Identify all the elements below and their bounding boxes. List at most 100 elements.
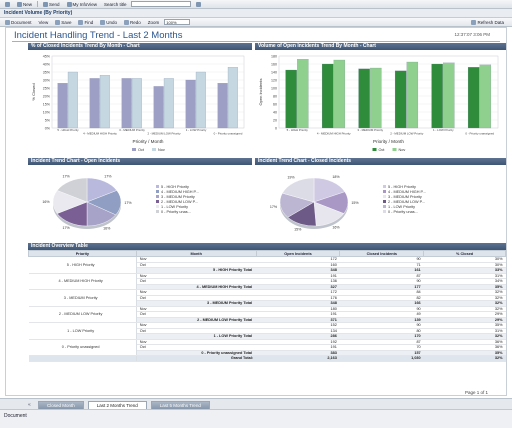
redo-button[interactable]: Redo xyxy=(122,19,143,25)
y-tick-label: 35% xyxy=(43,70,51,74)
priority-cell: 1 - LOW Priority xyxy=(28,322,137,340)
slice-label: 17% xyxy=(63,174,71,178)
send-label: Send xyxy=(49,1,60,7)
legend-swatch xyxy=(372,148,377,151)
month-cell: Oct xyxy=(136,295,257,301)
page-indicator: Page 1 of 1 xyxy=(464,390,488,395)
legend-label: 0 - Priority unas... xyxy=(388,210,418,214)
y-tick-label: 40% xyxy=(43,62,51,66)
pct-closed-cell: 29% xyxy=(423,311,506,318)
closed-cell: 177 xyxy=(339,284,424,290)
legend-label: 3 - MEDIUM Priority xyxy=(388,195,422,199)
legend-label: Oct xyxy=(138,148,145,152)
find-icon xyxy=(78,19,84,25)
legend-swatch xyxy=(383,200,386,203)
refresh-data-button[interactable]: Refresh Data xyxy=(469,19,506,25)
zoom-select[interactable]: 100% xyxy=(164,19,191,25)
table-row: 3 - MEDIUM Priority Nov 172 84 32% xyxy=(28,289,506,307)
tab-closed-month[interactable]: Closed Month xyxy=(38,401,84,409)
subtotal-label: 2 - MEDIUM LOW Priority Total xyxy=(136,317,257,323)
slice-label: 17% xyxy=(63,226,71,230)
first-tab-arrow[interactable]: « xyxy=(28,402,31,408)
y-tick-label: 60 xyxy=(273,102,277,106)
legend-label: 1 - LOW Priority xyxy=(388,205,415,209)
x-tick-label: 0 - Priority unassigned xyxy=(214,132,243,136)
tab-last-2-months-trend[interactable]: Last 2 Months Trend xyxy=(87,401,147,409)
legend-swatch xyxy=(132,148,136,151)
col-header-month: Month xyxy=(135,250,257,257)
open-cell: 160 xyxy=(256,262,340,268)
month-cell: Nov xyxy=(136,273,257,279)
search-input[interactable] xyxy=(131,1,192,7)
priority-cell: 2 - MEDIUM LOW Priority xyxy=(28,306,137,323)
y-tick-label: 140 xyxy=(271,70,277,74)
incident-overview-table: Priority Month Open Incidents Closed Inc… xyxy=(28,250,506,362)
closed-pie-title: Incident Trend Chart - Closed Incidents xyxy=(255,158,506,165)
slice-label: 16% xyxy=(42,200,50,204)
subtotal-label: 4 - MEDIUM HIGH Priority Total xyxy=(136,284,257,290)
find-button[interactable]: Find xyxy=(76,19,95,25)
y-axis-label: % Closed xyxy=(31,83,36,100)
pct-closed-cell: 32% xyxy=(423,355,506,362)
closed-cell: 90 xyxy=(339,306,424,312)
document-menu[interactable]: Document xyxy=(3,19,34,25)
y-axis-label: Open Incidents xyxy=(258,79,263,106)
x-tick-label: 3 - MEDIUM Priority xyxy=(119,128,145,132)
my-infoview-button[interactable]: My InfoView xyxy=(65,1,99,8)
toolbar-divider xyxy=(37,1,39,7)
y-tick-label: 20 xyxy=(273,118,277,122)
month-cell: Nov xyxy=(136,322,257,329)
open-cell: 371 xyxy=(256,317,340,323)
open-cell: 383 xyxy=(256,350,340,356)
new-button[interactable]: New xyxy=(15,1,34,8)
table-row: 5 - HIGH Priority Nov 172 90 30% xyxy=(28,256,506,274)
bar-nov xyxy=(479,64,492,129)
y-tick-label: 40 xyxy=(273,110,277,114)
refresh-icon xyxy=(471,19,477,25)
open-volume-chart-panel: Volume of Open Incidents Trend By Month … xyxy=(255,43,506,50)
priority-cell: 0 - Priority unassigned xyxy=(28,339,137,356)
priority-cell: 5 - HIGH Priority xyxy=(28,256,137,274)
view-menu[interactable]: View xyxy=(37,20,51,25)
tab-last-5-months-trend[interactable]: Last 5 Months Trend xyxy=(150,401,210,409)
search-button[interactable] xyxy=(194,1,203,8)
y-tick-label: 15% xyxy=(43,102,51,106)
document-title-bar: Incident Volume (By Priority) xyxy=(0,9,512,18)
legend-label: 4 - MEDIUM HIGH P... xyxy=(388,190,426,194)
search-title-label: Search title xyxy=(103,1,127,7)
pct-closed-cell: 35% xyxy=(423,284,506,290)
legend-swatch xyxy=(156,210,159,213)
save-button[interactable]: Save xyxy=(53,19,73,25)
legend-label: Nov xyxy=(399,148,406,152)
legend-swatch xyxy=(383,185,386,188)
x-tick-label: 4 - MEDIUM HIGH Priority xyxy=(83,132,117,136)
slice-label: 18% xyxy=(332,175,340,179)
closed-cell: 90 xyxy=(339,322,424,329)
new-label: New xyxy=(23,1,33,7)
home-button[interactable] xyxy=(3,1,12,8)
bar-oct xyxy=(358,68,370,129)
pct-closed-cell: 32% xyxy=(423,306,506,312)
x-tick-label: 1 - LOW Priority xyxy=(433,128,454,132)
y-tick-label: 20% xyxy=(43,94,51,98)
bar-nov xyxy=(163,78,174,129)
closed-cell: 84 xyxy=(339,289,424,296)
table-row: Oct 191 49 29% xyxy=(29,311,506,318)
home-icon xyxy=(5,1,10,7)
undo-button[interactable]: Undo xyxy=(98,19,119,25)
send-button[interactable]: Send xyxy=(41,1,62,8)
plot-area xyxy=(51,55,245,129)
closed-cell: 70 xyxy=(339,344,424,351)
y-tick-label: 0% xyxy=(45,126,51,130)
x-tick-label: 4 - MEDIUM HIGH Priority xyxy=(317,132,351,136)
x-tick-label: 2 - MEDIUM LOW Priority xyxy=(147,132,181,136)
open-cell: 191 xyxy=(256,311,340,318)
y-tick-label: 180 xyxy=(271,54,277,58)
legend-swatch xyxy=(392,148,397,151)
subtotal-row: 3 - MEDIUM Priority Total 348 166 32% xyxy=(29,300,506,307)
closed-cell: 1,030 xyxy=(339,355,424,362)
redo-label: Redo xyxy=(130,19,141,25)
bar-nov xyxy=(370,67,382,129)
pct-closed-cell: 31% xyxy=(423,328,506,334)
